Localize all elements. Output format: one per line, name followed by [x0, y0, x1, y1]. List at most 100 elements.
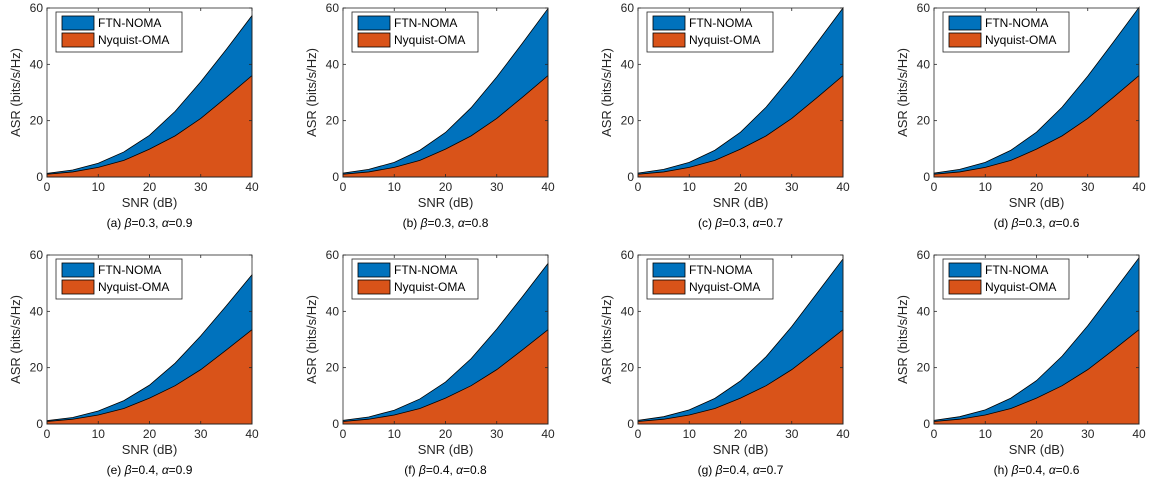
x-tick-label: 0	[635, 427, 642, 441]
caption-alpha-value: =0.6	[1056, 463, 1080, 477]
legend-swatch-nyquist-oma	[61, 32, 95, 48]
caption-alpha: α	[1049, 463, 1057, 477]
x-tick-label: 10	[979, 180, 993, 194]
x-axis-label: SNR (dB)	[713, 442, 769, 457]
caption-beta-value: =0.3,	[131, 216, 161, 230]
x-axis-label: SNR (dB)	[1009, 442, 1065, 457]
legend-label: FTN-NOMA	[394, 16, 457, 30]
y-tick-label: 60	[30, 1, 44, 15]
caption-prefix: (f)	[404, 463, 419, 477]
caption-alpha-value: =0.7	[760, 463, 784, 477]
caption-beta: β	[1011, 463, 1019, 477]
caption-beta: β	[418, 463, 426, 477]
legend-label: Nyquist-OMA	[985, 280, 1056, 294]
x-tick-label: 0	[635, 180, 642, 194]
caption-alpha: α	[1049, 216, 1057, 230]
caption-beta-value: =0.3,	[722, 216, 752, 230]
subplot-b: 0 10 20 30 40 0 20 40 60 SNR (dB) ASR (bits/s/Hz) (…	[304, 1, 555, 230]
y-tick-label: 40	[326, 57, 340, 71]
y-axis-label: ASR (bits/s/Hz)	[8, 295, 23, 384]
legend-label: Nyquist-OMA	[98, 33, 169, 47]
caption-alpha: α	[753, 216, 761, 230]
y-tick-label: 40	[917, 57, 931, 71]
x-axis-label: SNR (dB)	[122, 195, 178, 210]
x-tick-label: 40	[245, 180, 259, 194]
y-axis-label: ASR (bits/s/Hz)	[599, 295, 614, 384]
y-tick-label: 40	[621, 57, 635, 71]
y-tick-label: 20	[917, 361, 931, 375]
x-tick-label: 10	[388, 427, 402, 441]
y-tick-label: 0	[332, 170, 339, 184]
legend-label: Nyquist-OMA	[98, 280, 169, 294]
legend-label: Nyquist-OMA	[394, 280, 465, 294]
subplot-caption: (a) β=0.3, α=0.9	[107, 216, 193, 230]
x-tick-label: 0	[340, 427, 347, 441]
y-tick-label: 20	[326, 361, 340, 375]
legend-swatch-ftn-noma	[948, 15, 982, 31]
caption-alpha-value: =0.8	[465, 216, 489, 230]
caption-beta: β	[715, 463, 723, 477]
legend-swatch-nyquist-oma	[357, 279, 391, 295]
caption-beta: β	[714, 216, 722, 230]
legend-label: Nyquist-OMA	[985, 33, 1056, 47]
y-tick-label: 0	[923, 170, 930, 184]
subplot-f: 0 10 20 30 40 0 20 40 60 SNR (dB) ASR (bits/s/Hz) (…	[304, 248, 555, 477]
x-tick-label: 40	[541, 180, 555, 194]
x-tick-label: 10	[388, 180, 402, 194]
subplot-g: 0 10 20 30 40 0 20 40 60 SNR (dB) ASR (bits/s/Hz) (…	[599, 248, 850, 477]
y-tick-label: 0	[923, 417, 930, 431]
caption-beta: β	[124, 216, 132, 230]
y-tick-label: 20	[621, 361, 635, 375]
caption-alpha: α	[162, 216, 170, 230]
x-tick-label: 20	[439, 427, 453, 441]
caption-alpha-value: =0.9	[169, 463, 193, 477]
legend-label: FTN-NOMA	[689, 16, 752, 30]
y-tick-label: 20	[621, 114, 635, 128]
legend-swatch-nyquist-oma	[948, 32, 982, 48]
x-tick-label: 20	[143, 180, 157, 194]
legend-swatch-nyquist-oma	[61, 279, 95, 295]
legend-label: FTN-NOMA	[394, 263, 457, 277]
y-tick-label: 40	[621, 304, 635, 318]
y-tick-label: 60	[326, 248, 340, 262]
x-tick-label: 10	[92, 180, 106, 194]
legend-swatch-nyquist-oma	[652, 279, 686, 295]
caption-alpha: α	[458, 216, 466, 230]
x-tick-label: 30	[1081, 180, 1095, 194]
subplot-h: 0 10 20 30 40 0 20 40 60 SNR (dB) ASR (bits/s/Hz) (…	[895, 248, 1146, 477]
y-tick-label: 0	[36, 417, 43, 431]
x-tick-label: 10	[92, 427, 106, 441]
caption-prefix: (b)	[403, 216, 421, 230]
legend-label: FTN-NOMA	[689, 263, 752, 277]
x-axis-label: SNR (dB)	[418, 442, 474, 457]
x-tick-label: 30	[785, 427, 799, 441]
caption-prefix: (d)	[994, 216, 1012, 230]
y-tick-label: 0	[627, 170, 634, 184]
x-tick-label: 30	[490, 427, 504, 441]
caption-alpha: α	[456, 463, 464, 477]
legend-swatch-ftn-noma	[948, 262, 982, 278]
legend-label: FTN-NOMA	[985, 263, 1048, 277]
y-tick-label: 40	[30, 304, 44, 318]
y-tick-label: 0	[627, 417, 634, 431]
legend: FTN-NOMA Nyquist-OMA	[646, 11, 774, 53]
y-tick-label: 60	[917, 1, 931, 15]
x-tick-label: 30	[1081, 427, 1095, 441]
legend-swatch-ftn-noma	[61, 15, 95, 31]
legend-swatch-ftn-noma	[61, 262, 95, 278]
subplot-d: 0 10 20 30 40 0 20 40 60 SNR (dB) ASR (bits/s/Hz) (…	[895, 1, 1146, 230]
y-tick-label: 20	[30, 114, 44, 128]
x-tick-label: 20	[143, 427, 157, 441]
y-tick-label: 20	[917, 114, 931, 128]
legend-label: FTN-NOMA	[98, 263, 161, 277]
caption-prefix: (e)	[107, 463, 125, 477]
x-tick-label: 0	[340, 180, 347, 194]
caption-prefix: (h)	[994, 463, 1012, 477]
legend-label: FTN-NOMA	[98, 16, 161, 30]
x-tick-label: 40	[245, 427, 259, 441]
x-tick-label: 10	[979, 427, 993, 441]
legend-swatch-nyquist-oma	[357, 32, 391, 48]
x-tick-label: 20	[1030, 180, 1044, 194]
y-tick-label: 0	[36, 170, 43, 184]
